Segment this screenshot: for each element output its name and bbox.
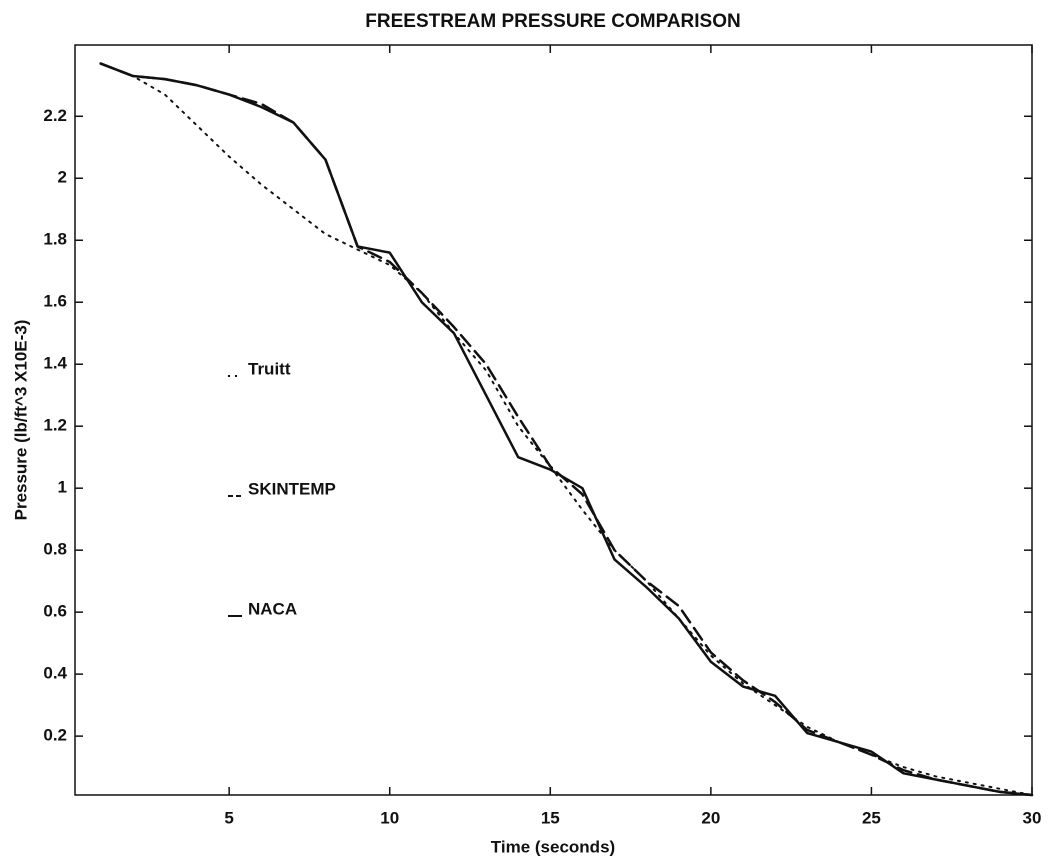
plot-frame [74, 44, 1033, 796]
y-tick-label: 0.8 [43, 540, 67, 559]
y-tick-label: 1.6 [43, 292, 67, 311]
y-tick-label: 1 [58, 478, 67, 497]
y-tick-label: 0.4 [43, 664, 67, 683]
y-axis-label: Pressure (lb/ft^3 X10E-3) [11, 320, 30, 521]
y-tick-label: 1.4 [43, 354, 67, 373]
y-tick-label: 0.2 [43, 726, 67, 745]
x-tick-label: 30 [1023, 808, 1042, 827]
legend-label: Truitt [248, 359, 291, 378]
legend-label: SKINTEMP [248, 479, 336, 498]
x-tick-label: 5 [224, 808, 233, 827]
x-tick-label: 15 [541, 808, 560, 827]
chart-title: FREESTREAM PRESSURE COMPARISON [365, 11, 740, 32]
x-tick-label: 20 [701, 808, 720, 827]
series-line [99, 62, 1034, 797]
series-line [99, 62, 1033, 796]
y-tick-label: 0.6 [43, 602, 67, 621]
x-tick-label: 25 [862, 808, 881, 827]
y-tick-label: 2 [58, 168, 67, 187]
y-tick-label: 2.2 [43, 106, 67, 125]
series-line [99, 62, 1034, 797]
y-tick-label: 1.8 [43, 230, 67, 249]
y-tick-label: 1.2 [43, 416, 67, 435]
legend-label: NACA [248, 599, 297, 618]
x-tick-label: 10 [380, 808, 399, 827]
x-axis-label: Time (seconds) [491, 837, 615, 856]
